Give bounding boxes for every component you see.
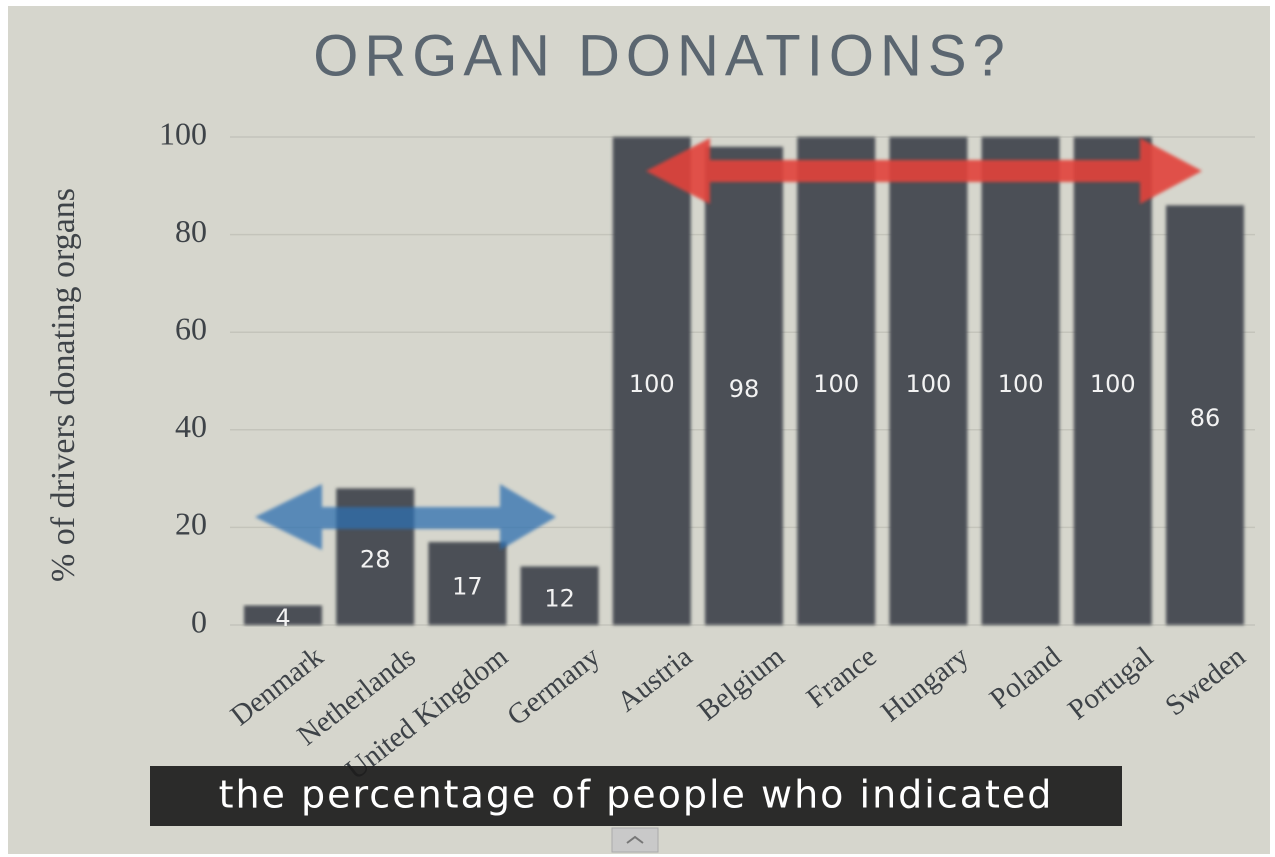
chart-title: ORGAN DONATIONS? <box>313 23 1011 88</box>
bar <box>981 137 1060 625</box>
bar <box>797 137 876 625</box>
bar <box>520 566 599 625</box>
value-label: 100 <box>813 370 859 398</box>
value-label: 17 <box>452 573 483 601</box>
y-tick-label: 0 <box>191 603 207 639</box>
bar <box>889 137 968 625</box>
y-tick-label: 20 <box>175 506 207 542</box>
blue-arrow <box>255 484 556 550</box>
caption-box <box>150 766 1122 826</box>
value-label: 100 <box>905 370 951 398</box>
y-tick-label: 40 <box>175 408 207 444</box>
bar <box>705 146 783 625</box>
value-label: 100 <box>1090 370 1136 398</box>
caption-toggle-button[interactable] <box>611 827 659 853</box>
value-label: 4 <box>275 604 290 632</box>
bar <box>244 605 322 625</box>
value-label: 100 <box>998 370 1044 398</box>
red-arrow <box>646 138 1202 204</box>
bar <box>428 542 507 625</box>
y-axis-label: % of drivers donating organs <box>45 188 82 582</box>
plot: 020406080100Denmark4Netherlands28United … <box>159 115 1255 786</box>
value-label: 98 <box>729 375 760 403</box>
y-tick-label: 80 <box>175 213 207 249</box>
value-label: 100 <box>629 370 675 398</box>
bar <box>1073 137 1152 625</box>
y-tick-label: 100 <box>159 115 207 151</box>
caption: the percentage of people who indicated <box>219 773 1054 817</box>
bar <box>612 137 691 625</box>
value-label: 12 <box>544 585 575 613</box>
y-tick-label: 60 <box>175 311 207 347</box>
button-icon <box>626 835 644 844</box>
bar <box>1166 205 1244 625</box>
value-label: 86 <box>1190 404 1221 432</box>
value-label: 28 <box>360 546 391 574</box>
